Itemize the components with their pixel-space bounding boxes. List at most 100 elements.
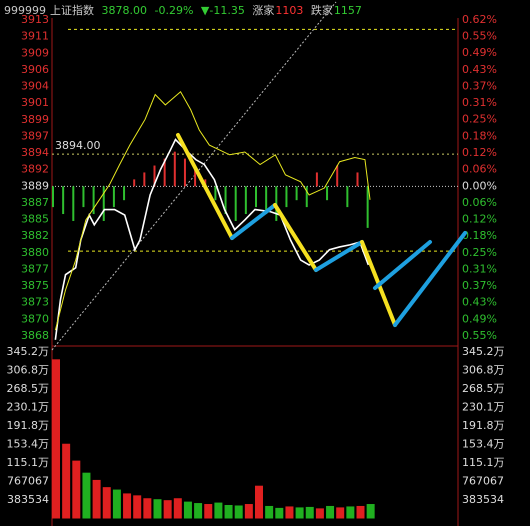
volume-tick-label-right: 767067 — [462, 475, 504, 488]
change-pct: -0.29% — [154, 4, 194, 17]
y2-tick-label: 0.25% — [462, 246, 497, 259]
y-tick-label: 3885 — [21, 213, 49, 226]
breadth-bar — [72, 186, 75, 221]
y2-tick-label: 0.18% — [462, 229, 497, 242]
y-tick-label: 3892 — [21, 163, 49, 176]
y2-tick-label: 0.37% — [462, 80, 497, 93]
volume-bar — [285, 506, 294, 519]
volume-bar — [153, 499, 162, 519]
volume-bar — [52, 359, 60, 519]
y-tick-label: 3873 — [21, 296, 49, 309]
breadth-bar — [82, 186, 85, 208]
breadth-bar — [173, 151, 176, 187]
volume-tick-label-right: 191.8万 — [462, 419, 505, 432]
down-label: 跌家 — [310, 4, 333, 17]
breadth-bar — [214, 186, 217, 201]
breadth-bar — [305, 186, 308, 208]
y-tick-label: 3875 — [21, 279, 49, 292]
breadth-bar — [285, 186, 288, 208]
breadth-bar — [143, 172, 146, 187]
y2-tick-label: 0.31% — [462, 96, 497, 109]
breadth-bar — [346, 186, 349, 208]
y2-tick-label: 0.12% — [462, 212, 497, 225]
y-tick-label: 3913 — [21, 13, 49, 26]
volume-bar — [234, 505, 243, 519]
breadth-bar — [163, 158, 166, 187]
volume-tick-label: 306.8万 — [7, 364, 50, 377]
volume-bar — [173, 498, 182, 519]
breadth-bar — [52, 186, 54, 208]
breadth-bar — [265, 186, 268, 215]
y-tick-label: 3909 — [21, 46, 49, 59]
volume-tick-label-right: 230.1万 — [462, 401, 505, 414]
y2-tick-label: 0.31% — [462, 263, 497, 276]
breadth-bar — [153, 165, 156, 187]
up-label: 涨家 — [252, 4, 275, 17]
user-drawings — [176, 133, 467, 327]
y-tick-label: 3906 — [21, 63, 49, 76]
drawn-segment — [230, 203, 277, 240]
y-tick-label: 3882 — [21, 229, 49, 242]
breadth-bar — [356, 172, 359, 187]
trend-drawing — [51, 1, 337, 351]
volume-bar — [143, 498, 152, 519]
y2-tick-label: 0.62% — [462, 13, 497, 26]
y2-tick-label: 0.12% — [462, 146, 497, 159]
volume-bar — [112, 489, 121, 519]
quote-header: 999999 上证指数 3878.00 -0.29% ▼-11.35 涨家1103… — [4, 2, 366, 18]
volume-bar — [194, 503, 203, 519]
breadth-bar — [102, 186, 105, 221]
breadth-bar — [336, 165, 339, 187]
volume-tick-label-right: 115.1万 — [462, 456, 505, 469]
breadth-bar — [183, 158, 186, 187]
volume-tick-label: 383534 — [7, 493, 49, 506]
volume-tick-label-right: 153.4万 — [462, 438, 505, 451]
volume-bar — [163, 500, 172, 519]
breadth-bar — [366, 186, 369, 228]
drawn-segment — [314, 240, 364, 272]
volume-tick-label: 191.8万 — [7, 419, 50, 432]
breadth-bar — [194, 165, 197, 187]
annotation-label: 3894.00 — [55, 139, 101, 152]
volume-bar — [356, 505, 365, 519]
y-tick-label: 3911 — [21, 30, 49, 43]
volume-bar — [102, 487, 111, 519]
code: 999999 — [4, 4, 46, 17]
y-tick-label: 3870 — [21, 312, 49, 325]
volume-bar — [62, 443, 71, 519]
y-tick-label: 3897 — [21, 129, 49, 142]
volume-tick-label: 345.2万 — [7, 345, 50, 358]
volume-bar — [305, 506, 314, 519]
volume-bar — [82, 472, 91, 519]
volume-bar — [123, 493, 132, 519]
volume-bar — [275, 507, 284, 519]
volume-bar — [204, 504, 213, 519]
volume-bar — [315, 508, 324, 519]
volume-tick-label-right: 306.8万 — [462, 364, 505, 377]
breadth-bar — [92, 186, 95, 215]
breadth-bar — [295, 186, 298, 201]
volume-bar — [92, 479, 101, 519]
volume-bar — [255, 485, 263, 519]
volume-bar — [72, 460, 81, 519]
volume-bar — [265, 505, 274, 519]
volume-bar — [183, 501, 192, 519]
breadth-bar — [326, 186, 329, 201]
y2-tick-label: 0.06% — [462, 196, 497, 209]
volume-tick-label: 767067 — [7, 475, 49, 488]
price: 3878.00 — [101, 4, 148, 17]
breadth-bar — [315, 172, 318, 187]
index-name: 上证指数 — [50, 4, 94, 17]
change: ▼-11.35 — [200, 4, 245, 17]
drawn-segment — [373, 240, 432, 290]
y2-tick-label: 0.18% — [462, 129, 497, 142]
volume-tick-label: 153.4万 — [7, 438, 50, 451]
breadth-bar — [244, 186, 247, 215]
breadth-bar — [62, 186, 65, 215]
y-tick-label: 3877 — [21, 262, 49, 275]
volume-bar — [346, 506, 355, 519]
volume-bar — [326, 505, 335, 519]
y2-tick-label: 0.00% — [462, 179, 497, 192]
